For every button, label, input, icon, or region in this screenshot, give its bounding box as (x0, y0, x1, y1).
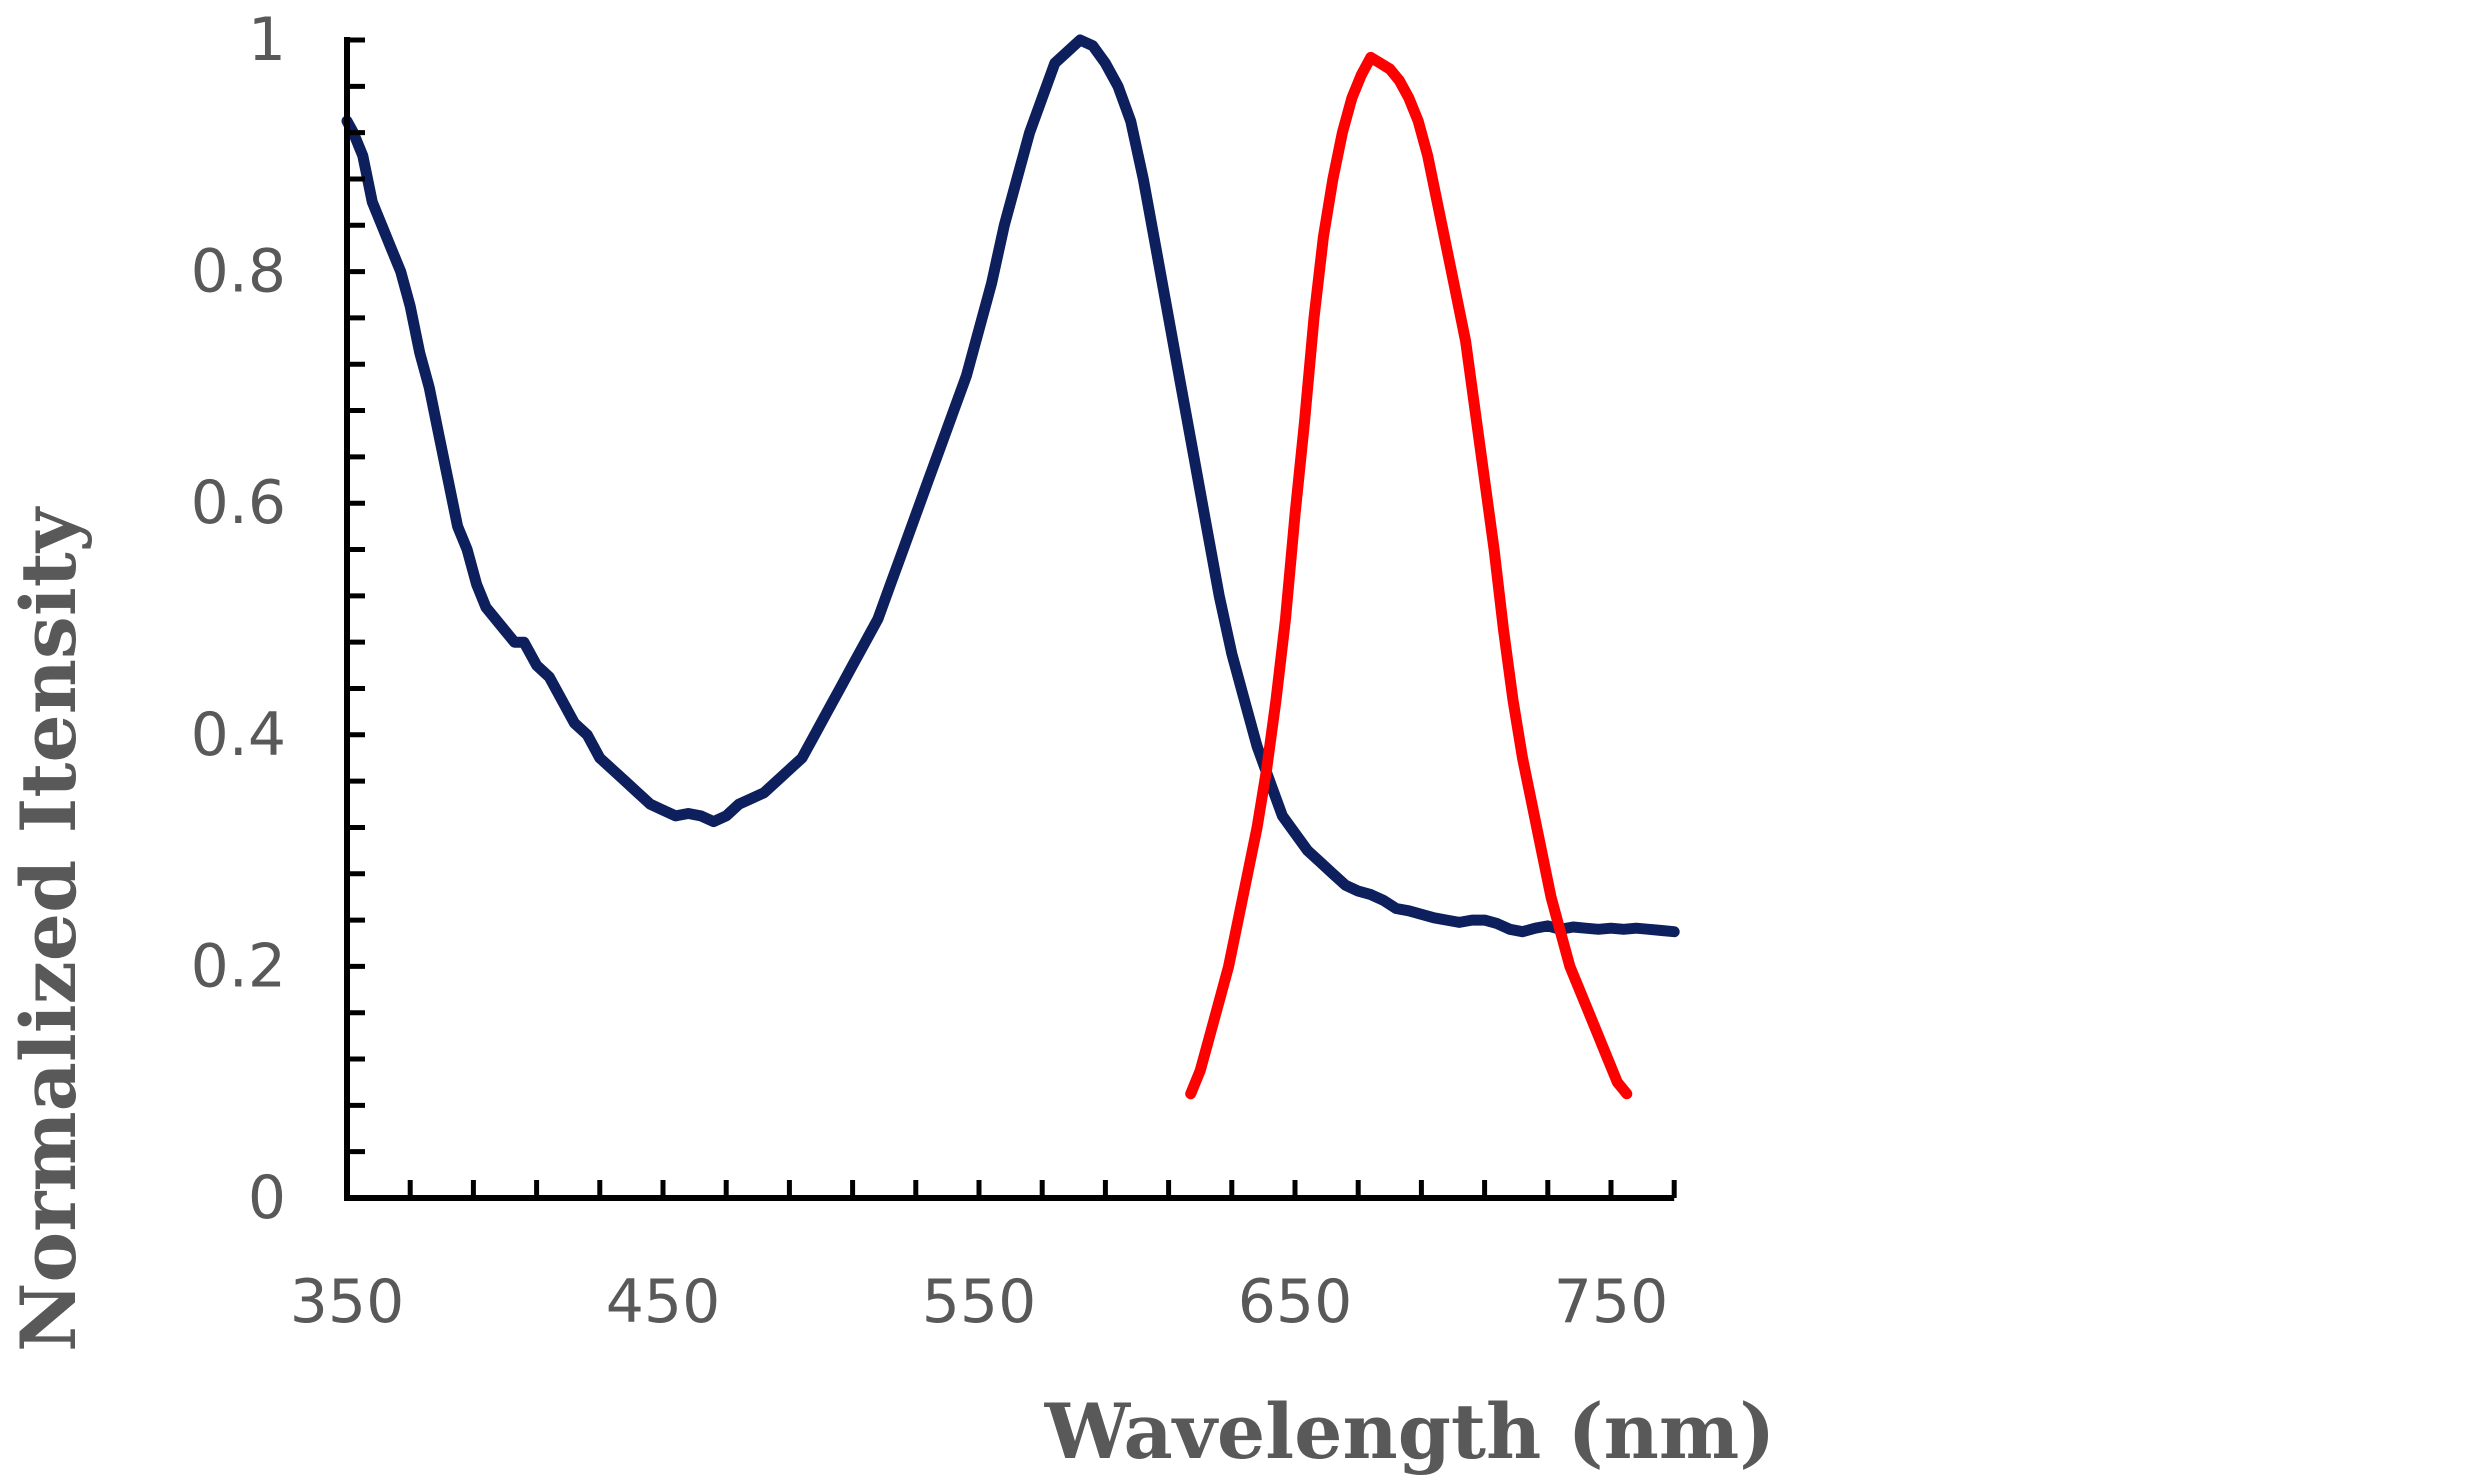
axes-layer (344, 37, 1677, 1201)
y-tick-label: 0.4 (191, 700, 286, 770)
x-axis-title: Wavelength (nm) (1044, 1387, 1776, 1476)
series-line-absorption (341, 34, 1680, 938)
y-tick-label: 0.8 (191, 237, 286, 307)
y-tick-label: 0 (248, 1163, 286, 1233)
x-tick-label: 550 (922, 1267, 1037, 1337)
labels-layer: 350 450 550 650 750 0 0.2 0.4 0.6 0.8 1 (191, 5, 1669, 1337)
x-tick-label: 350 (290, 1267, 405, 1337)
series-layer (341, 34, 1680, 1100)
y-tick-label: 0.6 (191, 468, 286, 538)
series-line-emission (1185, 51, 1633, 1100)
x-tick-label: 650 (1238, 1267, 1353, 1337)
y-axis-title: Normalized Itensity (4, 506, 93, 1352)
y-tick-label: 0.2 (191, 931, 286, 1001)
x-tick-label: 750 (1554, 1267, 1669, 1337)
y-tick-label: 1 (248, 5, 286, 75)
x-tick-label: 450 (606, 1267, 721, 1337)
